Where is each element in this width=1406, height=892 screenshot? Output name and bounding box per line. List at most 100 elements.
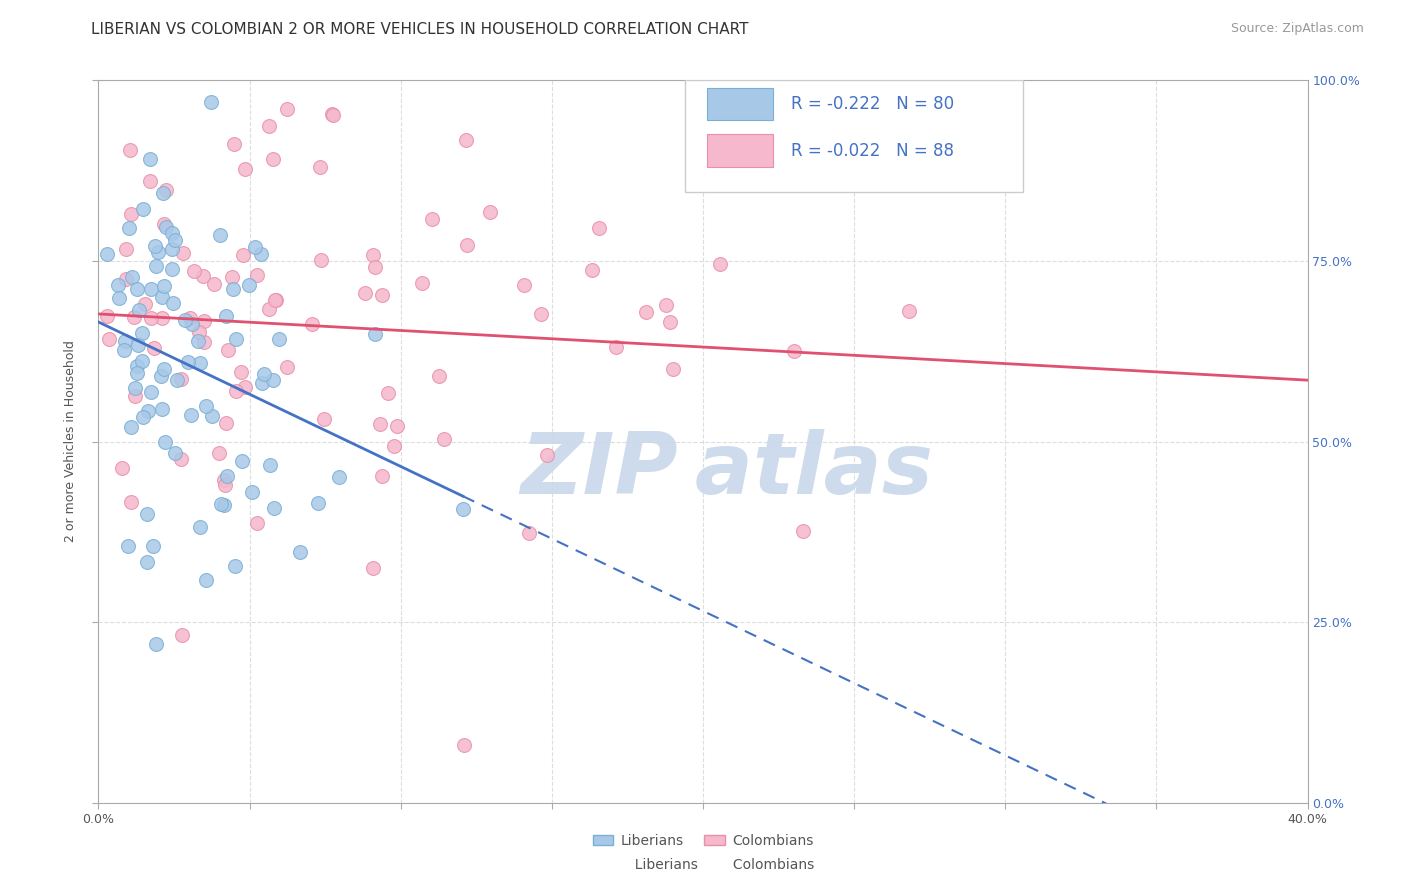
Point (262, 373, 284, 387)
Point (165, 445, 187, 459)
Text: ZIP atlas: ZIP atlas (520, 429, 934, 512)
Point (180, 408, 202, 422)
Point (530, 307, 553, 321)
Point (307, 496, 329, 510)
Point (143, 239, 166, 253)
Point (193, 334, 215, 349)
Point (139, 384, 162, 399)
Point (174, 313, 197, 327)
Point (221, 270, 243, 285)
Point (233, 161, 256, 176)
Point (183, 263, 205, 277)
Point (456, 237, 478, 252)
Point (135, 507, 157, 521)
Point (117, 540, 139, 554)
Point (222, 282, 245, 296)
Point (361, 248, 384, 262)
Point (263, 501, 285, 516)
Point (163, 233, 186, 247)
Point (155, 219, 177, 234)
Point (224, 558, 246, 573)
Point (215, 310, 238, 324)
Point (411, 276, 433, 290)
Point (139, 152, 162, 166)
Point (536, 448, 558, 462)
Point (208, 446, 231, 460)
Point (382, 440, 405, 454)
Point (453, 738, 475, 752)
Point (385, 419, 408, 434)
Point (427, 369, 450, 384)
Point (150, 368, 173, 383)
Point (363, 560, 385, 574)
Point (141, 282, 163, 296)
Point (162, 296, 184, 310)
Point (225, 384, 247, 398)
Point (301, 317, 323, 331)
Point (208, 227, 231, 242)
Point (264, 293, 287, 308)
Point (193, 314, 215, 328)
Point (257, 119, 280, 133)
Point (128, 302, 150, 317)
Point (311, 253, 333, 268)
Point (191, 269, 214, 284)
Point (108, 291, 131, 305)
Point (321, 107, 343, 121)
Point (200, 95, 222, 109)
Point (162, 226, 184, 240)
Point (238, 277, 260, 292)
Point (202, 277, 225, 292)
Point (222, 136, 245, 151)
Point (581, 263, 603, 277)
Point (121, 269, 143, 284)
Point (253, 368, 276, 382)
Point (181, 318, 204, 332)
Point (110, 461, 132, 475)
Point (145, 259, 167, 273)
Point (655, 298, 678, 312)
Point (188, 356, 211, 370)
Point (309, 160, 332, 174)
Point (276, 102, 298, 116)
Point (364, 327, 387, 342)
Point (322, 108, 344, 122)
Point (364, 260, 387, 275)
Point (127, 338, 149, 352)
Point (170, 371, 193, 385)
Text: R = -0.022   N = 88: R = -0.022 N = 88 (792, 142, 955, 160)
Point (188, 325, 211, 339)
Point (433, 432, 456, 446)
Point (214, 498, 236, 512)
Point (179, 310, 201, 325)
Point (246, 268, 269, 282)
Point (250, 247, 273, 261)
Point (605, 340, 627, 354)
Point (160, 243, 183, 257)
Point (153, 278, 176, 293)
Point (200, 409, 222, 423)
Point (377, 385, 399, 400)
Point (96, 246, 118, 260)
Point (107, 278, 129, 293)
Point (131, 326, 153, 340)
Point (243, 239, 266, 253)
Point (250, 376, 273, 390)
Point (152, 362, 174, 376)
Point (662, 362, 685, 376)
Point (114, 334, 136, 348)
Point (225, 332, 247, 346)
Point (139, 174, 162, 188)
Point (131, 409, 153, 424)
Point (194, 573, 217, 587)
Point (146, 245, 169, 260)
Point (153, 217, 176, 231)
Point (233, 380, 256, 394)
Point (262, 152, 284, 166)
Point (231, 454, 253, 468)
Point (172, 627, 194, 641)
Point (517, 526, 540, 541)
Point (257, 301, 280, 316)
Point (898, 304, 921, 318)
Point (288, 545, 311, 559)
